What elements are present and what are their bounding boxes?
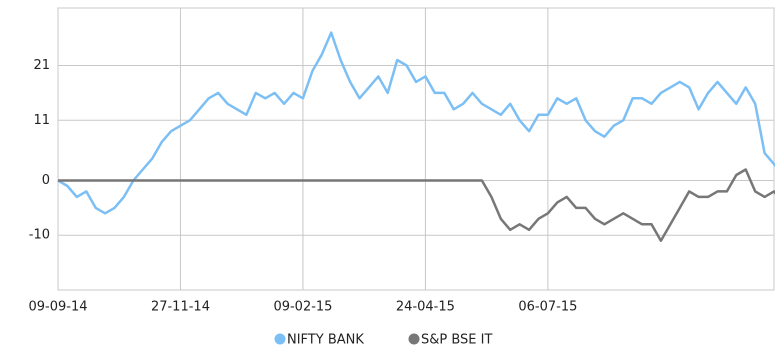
x-tick-label: 24-04-15 xyxy=(396,300,455,315)
x-tick-label: 06-07-15 xyxy=(518,300,577,315)
legend-label: S&P BSE IT xyxy=(421,333,492,348)
y-tick-label: 0 xyxy=(42,173,50,188)
legend-marker xyxy=(274,333,286,345)
legend-label: NIFTY BANK xyxy=(287,333,364,348)
y-tick-label: 21 xyxy=(33,58,50,73)
series-line xyxy=(58,168,775,242)
y-tick-label: 11 xyxy=(33,113,50,128)
plot-frame xyxy=(57,7,775,291)
x-tick-label: 09-09-14 xyxy=(28,300,87,315)
y-tick-label: -10 xyxy=(29,228,50,243)
legend-marker xyxy=(408,333,420,345)
x-tick-label: 27-11-14 xyxy=(151,300,210,315)
series-line xyxy=(57,31,775,215)
x-tick-label: 09-02-15 xyxy=(273,300,332,315)
